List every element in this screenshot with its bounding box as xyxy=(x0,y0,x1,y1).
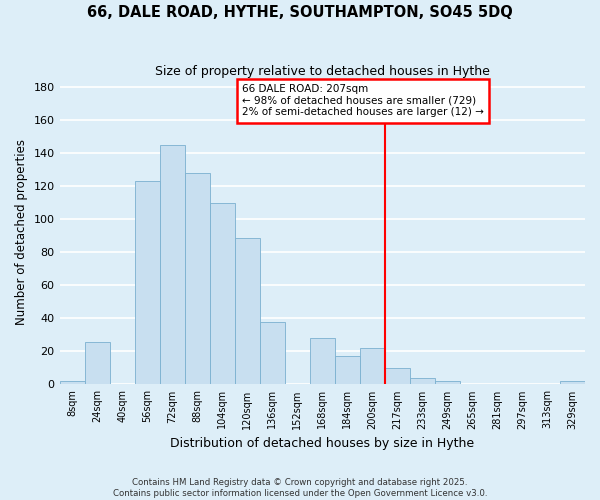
Bar xyxy=(310,338,335,384)
Text: 66, DALE ROAD, HYTHE, SOUTHAMPTON, SO45 5DQ: 66, DALE ROAD, HYTHE, SOUTHAMPTON, SO45 … xyxy=(87,5,513,20)
Bar xyxy=(134,182,160,384)
Title: Size of property relative to detached houses in Hythe: Size of property relative to detached ho… xyxy=(155,65,490,78)
Bar xyxy=(260,322,285,384)
Bar xyxy=(385,368,410,384)
Bar xyxy=(160,145,185,384)
Y-axis label: Number of detached properties: Number of detached properties xyxy=(15,139,28,325)
Bar xyxy=(85,342,110,384)
Bar xyxy=(435,381,460,384)
Text: Contains HM Land Registry data © Crown copyright and database right 2025.
Contai: Contains HM Land Registry data © Crown c… xyxy=(113,478,487,498)
Bar xyxy=(360,348,385,385)
X-axis label: Distribution of detached houses by size in Hythe: Distribution of detached houses by size … xyxy=(170,437,475,450)
Bar xyxy=(235,238,260,384)
Bar xyxy=(410,378,435,384)
Text: 66 DALE ROAD: 207sqm
← 98% of detached houses are smaller (729)
2% of semi-detac: 66 DALE ROAD: 207sqm ← 98% of detached h… xyxy=(242,84,484,117)
Bar xyxy=(560,381,585,384)
Bar xyxy=(209,203,235,384)
Bar xyxy=(59,381,85,384)
Bar xyxy=(335,356,360,384)
Bar xyxy=(185,173,209,384)
